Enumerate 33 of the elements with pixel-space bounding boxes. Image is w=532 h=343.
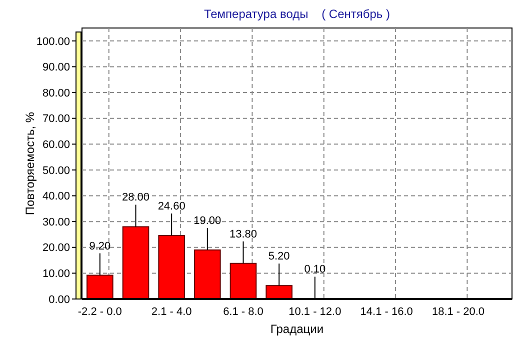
x-tick-label: 6.1 - 8.0 xyxy=(223,306,264,318)
bar xyxy=(230,262,257,300)
bar xyxy=(194,249,221,300)
bar xyxy=(266,285,292,300)
x-tick-label: 18.1 - 20.0 xyxy=(432,306,485,318)
y-tick-label: 80.00 xyxy=(42,87,70,100)
bar xyxy=(122,226,150,300)
data-label: 0.10 xyxy=(304,264,326,276)
data-label: 9.20 xyxy=(89,240,111,252)
bar xyxy=(158,235,185,300)
x-tick-label: 10.1 - 12.0 xyxy=(288,306,342,318)
bar xyxy=(86,274,114,300)
y-tick-label: 0.00 xyxy=(48,294,70,306)
x-tick-label: 2.1 - 4.0 xyxy=(151,306,192,318)
x-axis-title: Градации xyxy=(270,322,324,336)
y-tick-label: 20.00 xyxy=(42,242,70,254)
y-tick-label: 100.00 xyxy=(36,36,70,48)
x-tick-label: 14.1 - 16.0 xyxy=(360,306,413,318)
y-axis-title: Повторяемость, % xyxy=(23,112,37,216)
y-tick-label: 50.00 xyxy=(42,164,70,177)
y-tick-label: 40.00 xyxy=(42,190,70,203)
data-label: 24.60 xyxy=(158,200,186,213)
y-tick-label: 30.00 xyxy=(42,216,70,228)
y-tick-label: 10.00 xyxy=(42,268,70,280)
chart-title: Температура воды ( Сентябрь ) xyxy=(204,7,390,21)
y-tick-label: 70.00 xyxy=(42,113,70,126)
data-label: 28.00 xyxy=(122,192,150,204)
y-tick-label: 90.00 xyxy=(42,62,70,74)
y-tick-label: 60.00 xyxy=(42,138,70,151)
data-label: 13.80 xyxy=(229,228,258,240)
x-tick-label: -2.2 - 0.0 xyxy=(78,306,122,318)
data-label: 19.00 xyxy=(194,214,222,227)
data-label: 5.20 xyxy=(268,250,290,263)
